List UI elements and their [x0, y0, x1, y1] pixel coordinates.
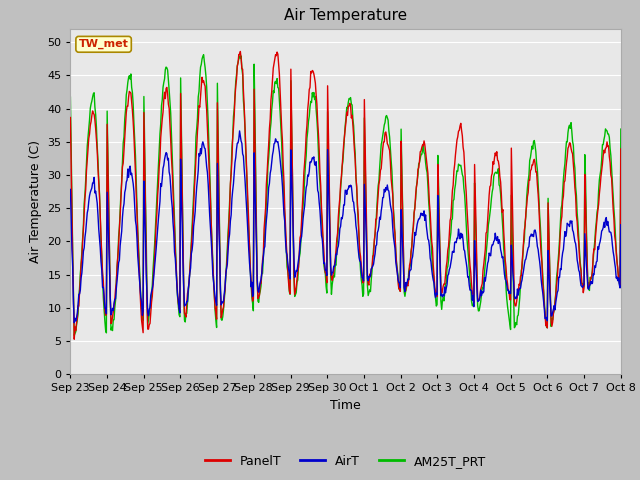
AM25T_PRT: [220, 307, 227, 312]
PanelT: [190, 203, 198, 209]
Line: AirT: AirT: [70, 131, 621, 323]
Title: Air Temperature: Air Temperature: [284, 9, 407, 24]
Legend: PanelT, AirT, AM25T_PRT: PanelT, AirT, AM25T_PRT: [200, 450, 492, 473]
AM25T_PRT: [414, 172, 422, 178]
AirT: [430, 280, 438, 286]
AM25T_PRT: [77, 261, 85, 267]
Line: PanelT: PanelT: [70, 51, 621, 339]
AirT: [67, 187, 74, 192]
AirT: [414, 218, 422, 224]
PanelT: [219, 307, 227, 312]
Line: AM25T_PRT: AM25T_PRT: [70, 55, 621, 336]
PanelT: [134, 232, 141, 238]
AM25T_PRT: [617, 126, 625, 132]
AM25T_PRT: [190, 190, 198, 196]
PanelT: [617, 146, 625, 152]
AM25T_PRT: [67, 94, 74, 100]
AM25T_PRT: [134, 228, 141, 233]
X-axis label: Time: Time: [330, 399, 361, 412]
AirT: [190, 223, 198, 229]
PanelT: [70, 336, 78, 342]
PanelT: [77, 261, 85, 267]
PanelT: [414, 167, 422, 172]
AM25T_PRT: [200, 52, 207, 58]
PanelT: [237, 48, 244, 54]
AirT: [77, 275, 85, 281]
AirT: [219, 300, 227, 306]
AirT: [236, 128, 243, 134]
AirT: [617, 222, 625, 228]
PanelT: [430, 273, 438, 278]
AirT: [134, 253, 141, 259]
AM25T_PRT: [70, 333, 78, 338]
Y-axis label: Air Temperature (C): Air Temperature (C): [29, 140, 42, 263]
AirT: [70, 320, 78, 325]
PanelT: [67, 115, 74, 120]
AM25T_PRT: [430, 280, 438, 286]
Text: TW_met: TW_met: [79, 39, 129, 49]
